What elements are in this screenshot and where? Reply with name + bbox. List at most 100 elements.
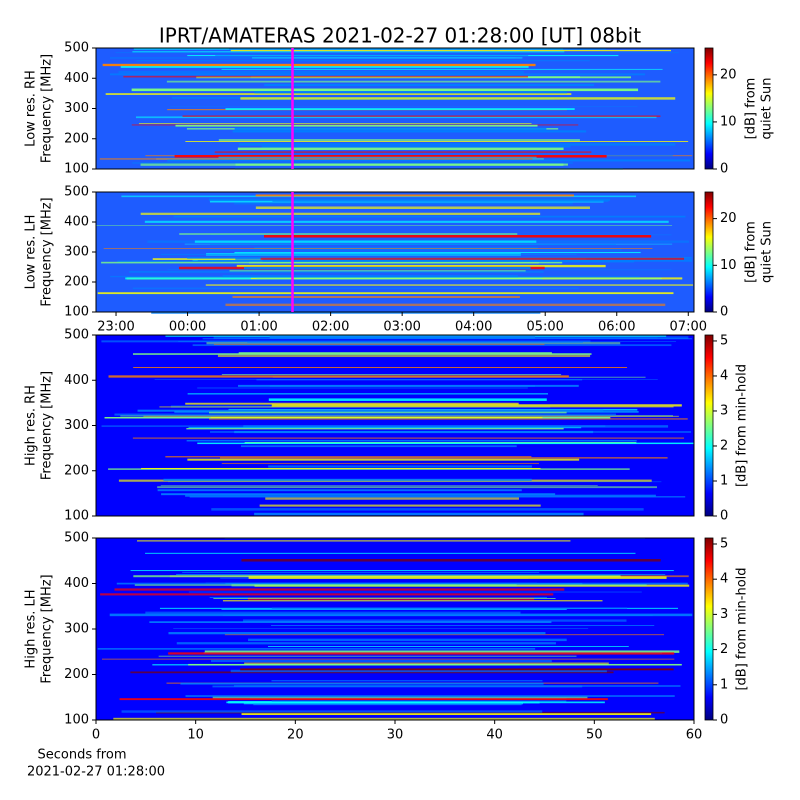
heatmap-texture (253, 702, 522, 706)
heatmap-texture (228, 48, 607, 51)
heatmap-texture (197, 442, 694, 445)
heatmap-texture (221, 68, 663, 70)
y-tick-label: 500 (64, 328, 89, 343)
y-tick-label: 200 (64, 667, 89, 682)
heatmap-texture (179, 233, 518, 235)
y-tick-label: 400 (64, 576, 89, 591)
heatmap-texture (168, 632, 546, 635)
heatmap-texture (233, 685, 681, 687)
heatmap-texture (99, 158, 533, 160)
heatmap-texture (108, 375, 569, 378)
heatmap-texture (157, 486, 657, 489)
heatmap-texture (211, 508, 644, 511)
y-axis-label: Frequency [MHz] (40, 371, 55, 480)
heatmap-texture (102, 63, 536, 67)
x-tick-label: 04:00 (455, 320, 492, 335)
heatmap-texture (186, 440, 637, 442)
x-tick-label: 40 (486, 728, 503, 743)
colorbar-tick-label: 20 (720, 67, 737, 82)
heatmap-texture (241, 713, 652, 716)
heatmap-texture (173, 628, 589, 629)
heatmap-texture (185, 141, 689, 142)
heatmap-texture (213, 343, 545, 345)
heatmap-texture (244, 266, 531, 270)
heatmap-texture (110, 73, 646, 76)
heatmap-texture (264, 84, 595, 87)
heatmap-texture (256, 379, 583, 381)
heatmap-texture (208, 198, 611, 201)
heatmap-texture (113, 717, 655, 721)
heatmap-texture (234, 127, 547, 131)
heatmap-texture (248, 576, 667, 579)
heatmap-texture (268, 465, 532, 468)
heatmap-texture (174, 155, 607, 158)
x-tick-label: 60 (686, 728, 703, 743)
heatmap-texture (265, 497, 519, 500)
heatmap-texture (166, 80, 661, 83)
heatmap-texture (221, 609, 567, 610)
heatmap-texture (208, 411, 567, 414)
heatmap-texture (218, 138, 580, 142)
heatmap-texture (202, 338, 693, 340)
heatmap-texture (221, 374, 562, 376)
heatmap-texture (237, 147, 564, 150)
heatmap-texture (97, 292, 674, 295)
heatmap-texture (260, 257, 685, 260)
heatmap-texture (144, 220, 669, 223)
figure-title: IPRT/AMATERAS 2021-02-27 01:28:00 [UT] 0… (159, 24, 641, 48)
heatmap-texture (103, 248, 653, 250)
heatmap-texture (271, 404, 682, 407)
heatmap-texture (254, 512, 584, 516)
heatmap-texture (187, 458, 580, 461)
heatmap-texture (269, 336, 535, 339)
heatmap-texture (96, 225, 673, 226)
heatmap-texture (192, 344, 672, 347)
heatmap-texture (137, 409, 604, 412)
y-tick-label: 200 (64, 275, 89, 290)
x-tick-label: 03:00 (383, 320, 420, 335)
heatmap-texture (160, 485, 598, 487)
heatmap-texture (271, 680, 543, 682)
heatmap-texture (222, 600, 603, 602)
x-tick-label: 30 (387, 728, 404, 743)
heatmap-texture (243, 619, 627, 622)
heatmap-texture (213, 598, 556, 600)
heatmap-texture (271, 700, 567, 702)
colorbar-tick-label: 10 (720, 114, 737, 129)
heatmap-texture (97, 648, 536, 650)
heatmap-texture (140, 212, 541, 215)
heatmap-texture (236, 264, 606, 268)
heatmap-texture (209, 597, 547, 598)
heatmap-texture (254, 91, 567, 94)
heatmap-texture (209, 249, 622, 251)
x-axis-label: Seconds from (37, 748, 126, 763)
y-tick-label: 400 (64, 215, 89, 230)
heatmap-texture (261, 145, 571, 148)
heatmap-texture (225, 108, 575, 110)
heatmap-texture (102, 658, 675, 660)
heatmap-texture (184, 243, 673, 245)
heatmap-texture (178, 341, 677, 342)
y-tick-label: 200 (64, 463, 89, 478)
colorbar (704, 334, 714, 517)
y-tick-label: 300 (64, 622, 89, 637)
heatmap-texture (240, 668, 674, 671)
y-tick-label: 200 (64, 131, 89, 146)
y-tick-label: 300 (64, 418, 89, 433)
heatmap-texture (271, 625, 655, 626)
heatmap-texture (173, 215, 686, 218)
colorbar-label: [dB] from (744, 78, 759, 140)
colorbar-tick-label: 4 (720, 368, 728, 383)
heatmap-texture (176, 574, 666, 575)
heatmap-texture (130, 671, 614, 674)
heatmap-texture (188, 427, 582, 429)
heatmap-texture (212, 696, 588, 699)
y-tick-label: 400 (64, 373, 89, 388)
heatmap-texture (268, 398, 547, 401)
heatmap-texture (165, 456, 532, 458)
heatmap-texture (252, 57, 523, 59)
heatmap-texture (230, 49, 672, 52)
colorbar-tick-label: 5 (720, 536, 728, 551)
colorbar-label: [dB] from min-hold (735, 364, 750, 487)
